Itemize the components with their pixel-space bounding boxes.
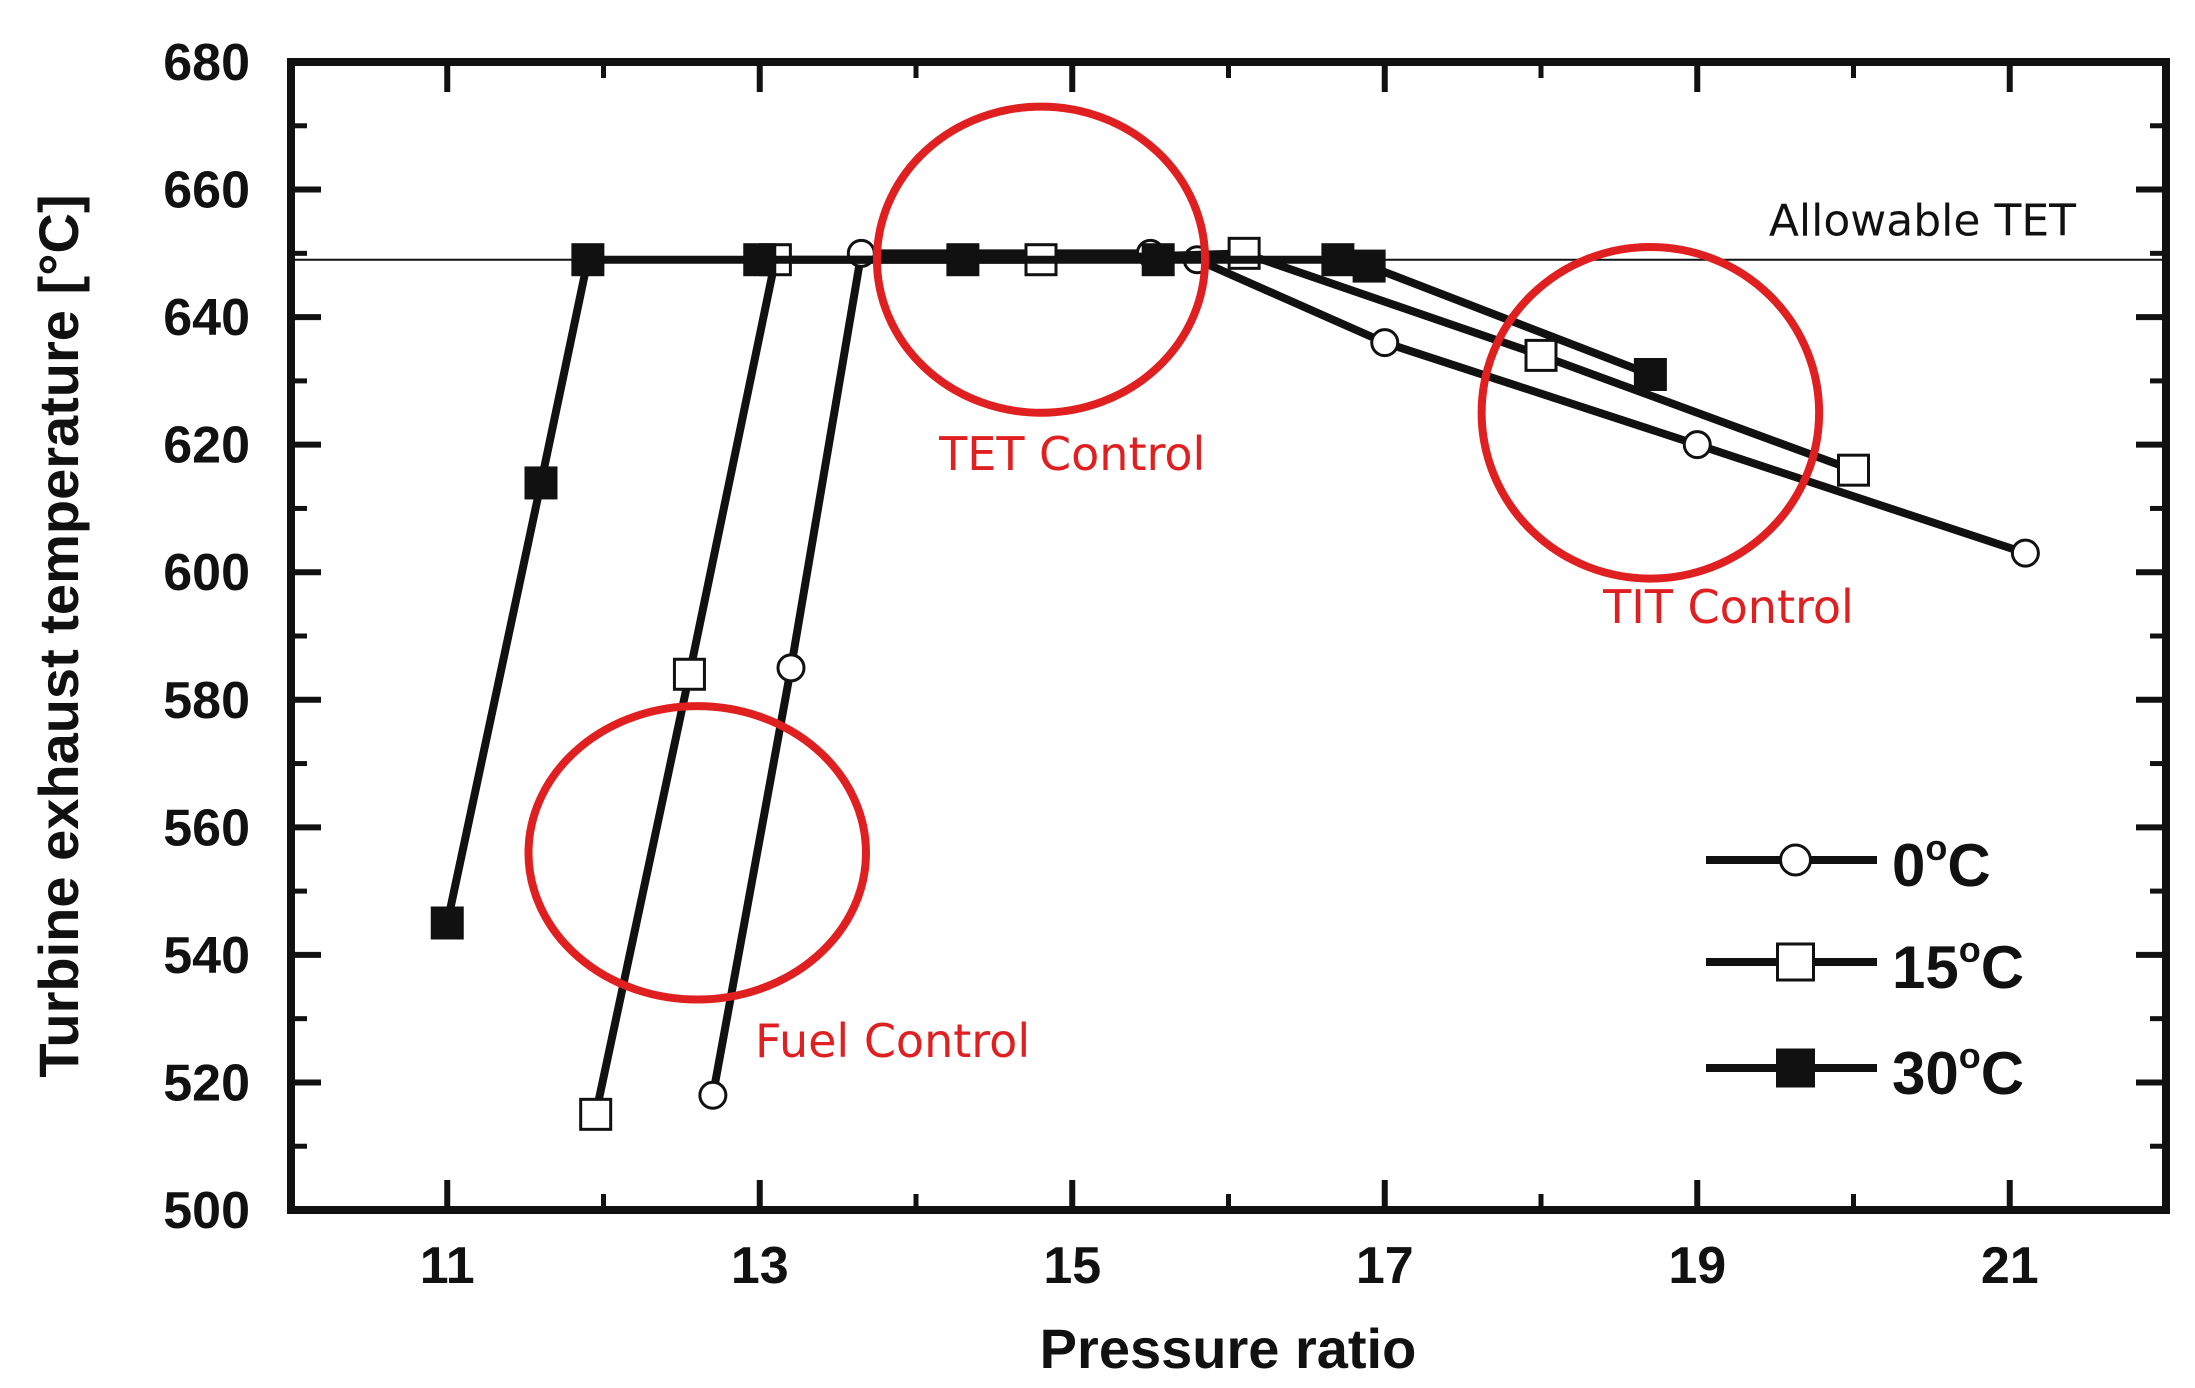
x-tick-label: 13 (731, 1237, 789, 1295)
data-point-30c (1776, 1048, 1815, 1088)
data-point-0c (1779, 843, 1812, 877)
legend-label: 30oC (1892, 1035, 2024, 1107)
y-tick-label: 660 (163, 162, 250, 220)
x-tick-label: 19 (1668, 1237, 1726, 1295)
series-line (708, 249, 2027, 1096)
data-point-0c (2010, 538, 2040, 568)
legend: 0oC 15oC 30oC (1706, 827, 2024, 1107)
x-tick-label: 21 (1981, 1237, 2039, 1295)
annotation-ellipse (872, 102, 1210, 417)
x-tick-label: 15 (1043, 1237, 1101, 1295)
data-point-0c (1370, 328, 1400, 358)
data-point-30c (571, 243, 605, 277)
data-point-30c (1321, 243, 1355, 277)
legend-label: 0oC (1892, 827, 1991, 899)
legend-label: 15oC (1892, 929, 2024, 1001)
data-point-30c (1141, 243, 1175, 277)
x-tick-label: 17 (1356, 1237, 1414, 1295)
data-point-15c (1776, 942, 1815, 982)
annotation-ellipse (524, 702, 870, 1004)
series-0 (698, 238, 2040, 1110)
data-point-30c (1633, 358, 1667, 392)
data-point-0c (1682, 430, 1712, 460)
annotation-label: Fuel Control (755, 1014, 1030, 1068)
x-axis-title: Pressure ratio (1040, 1317, 1417, 1380)
allowable-tet-label: Allowable TET (1769, 196, 2076, 247)
y-tick-label: 620 (163, 417, 250, 475)
series-line (443, 255, 1652, 924)
data-point-15c (672, 657, 706, 691)
annotation-ellipse (1477, 242, 1824, 583)
data-point-15c (579, 1097, 613, 1131)
data-point-15c (1227, 236, 1261, 270)
data-point-0c (698, 1080, 728, 1110)
y-tick-label: 560 (163, 799, 250, 857)
data-point-15c (1837, 453, 1870, 487)
y-tick-label: 680 (163, 34, 250, 92)
data-point-15c (1524, 338, 1558, 372)
data-point-30c (1352, 249, 1386, 283)
data-point-30c (743, 243, 777, 277)
data-point-30c (430, 906, 464, 940)
y-tick-label: 540 (163, 927, 250, 985)
data-point-30c (946, 243, 980, 277)
data-point-30c (524, 466, 558, 500)
y-tick-label: 640 (163, 289, 250, 347)
y-tick-label: 580 (163, 672, 250, 730)
annotation-label: TET Control (938, 427, 1205, 481)
annotation-label: TIT Control (1602, 580, 1854, 634)
y-tick-label: 520 (163, 1054, 250, 1112)
y-tick-label: 500 (163, 1182, 250, 1240)
y-tick-label: 600 (163, 544, 250, 602)
series-2 (430, 243, 1667, 940)
data-point-0c (776, 653, 806, 683)
y-axis-title: Turbine exhaust temperature [°C] (27, 194, 90, 1077)
x-tick-label: 11 (420, 1237, 475, 1295)
series-1 (579, 236, 1870, 1131)
